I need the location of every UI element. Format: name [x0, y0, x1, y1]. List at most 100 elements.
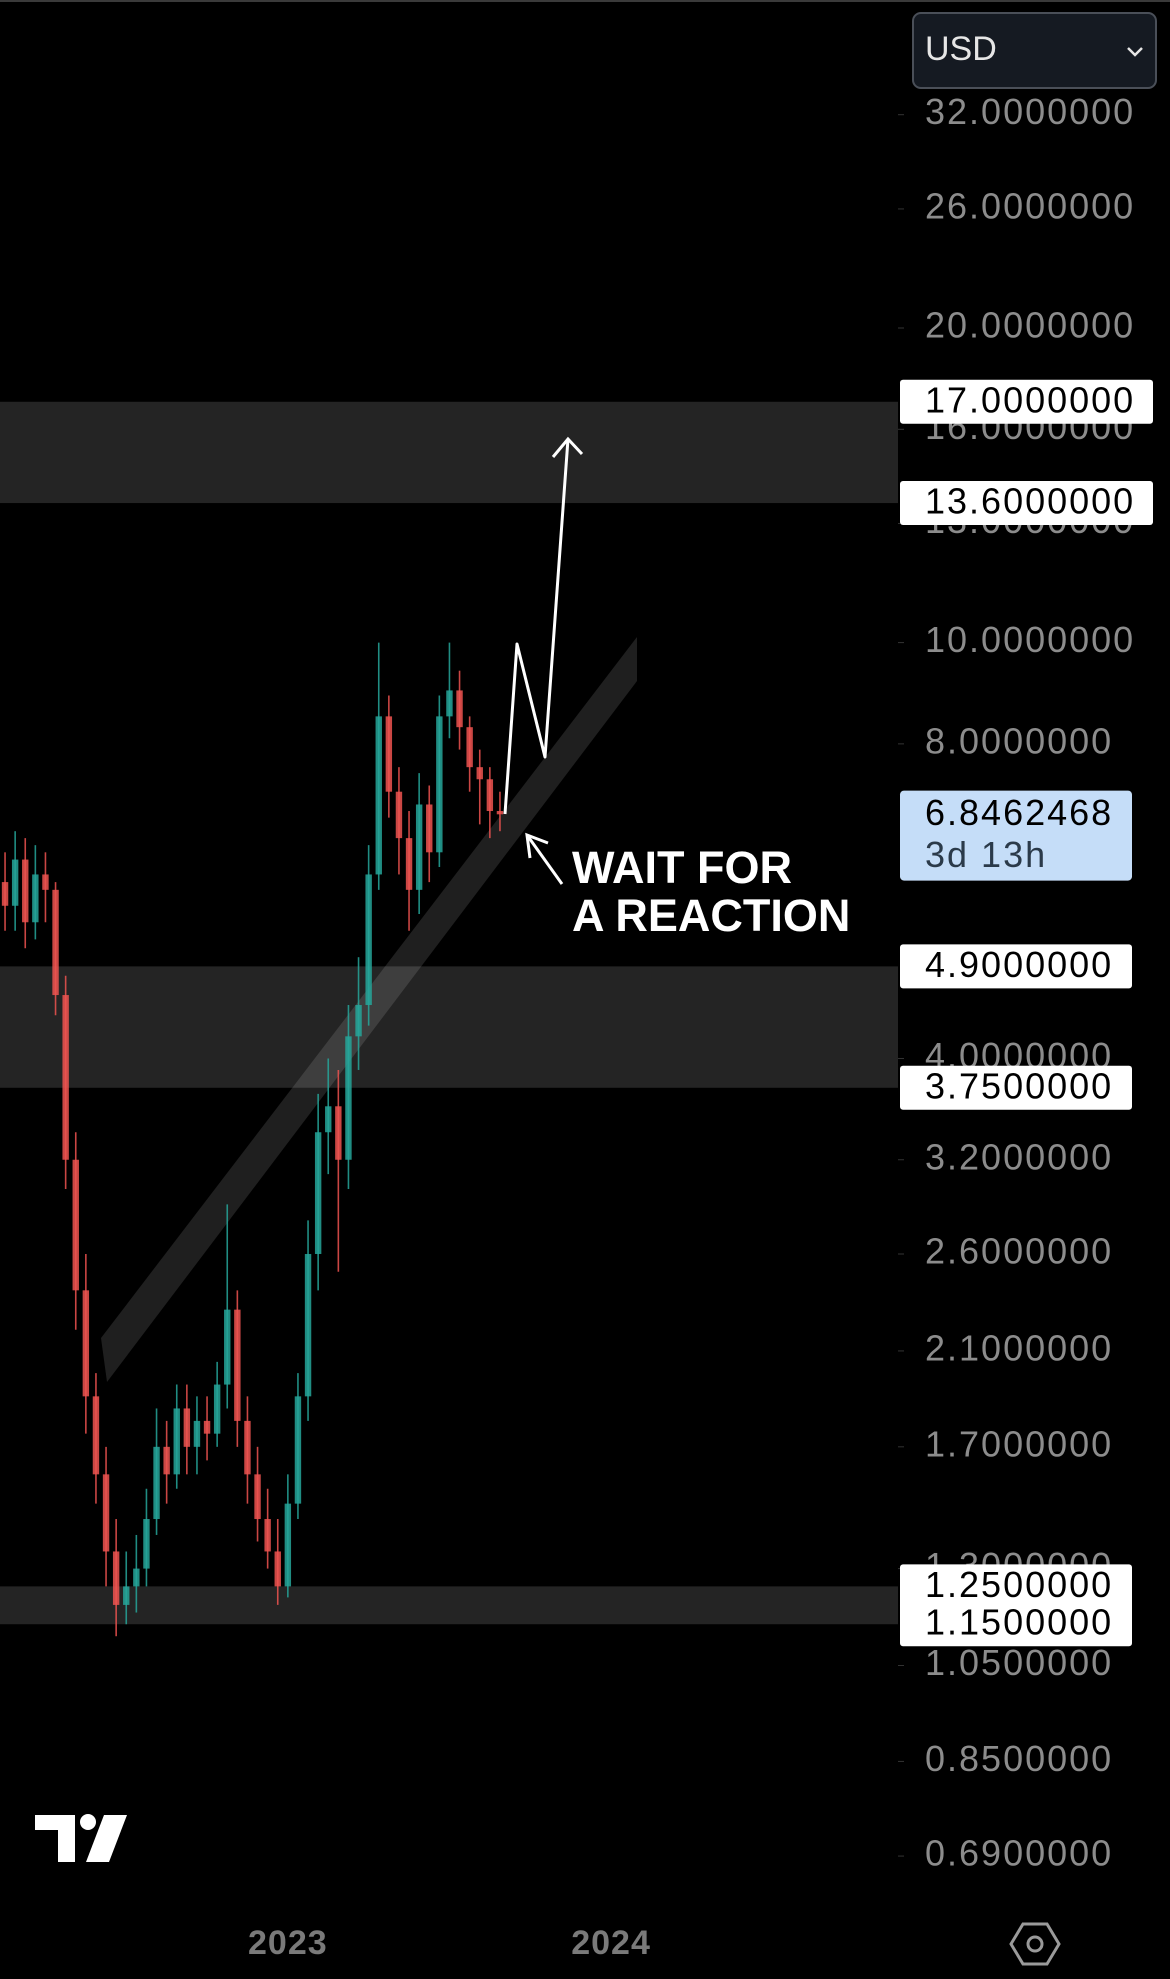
candle-body — [133, 1568, 140, 1587]
candle-body — [102, 1474, 110, 1552]
candle-body — [42, 874, 49, 890]
zones — [0, 401, 898, 1625]
candle-body — [476, 767, 483, 780]
y-tick-label: 8.0000000 — [925, 720, 1113, 761]
y-tick-label: 32.0000000 — [925, 91, 1135, 132]
candle-body — [314, 1132, 322, 1254]
zone-price-label: 4.9000000 — [925, 944, 1113, 985]
candle-body — [415, 804, 423, 890]
candle-body — [203, 1420, 211, 1434]
annotation: WAIT FOR — [572, 842, 792, 893]
candle-body — [173, 1408, 180, 1475]
x-tick-label: 2024 — [571, 1924, 651, 1962]
logo-part — [58, 1815, 75, 1862]
candle-body — [224, 1309, 231, 1385]
zone-price-box — [900, 1065, 1132, 1110]
zone-price-box — [900, 1564, 1132, 1609]
settings-icon[interactable] — [1026, 1935, 1044, 1953]
candle-body — [436, 716, 443, 853]
candle-body — [244, 1420, 251, 1475]
candle-body — [254, 1474, 261, 1520]
last-price-label: 6.8462468 — [925, 792, 1113, 833]
y-tick-label: 2.1000000 — [925, 1327, 1113, 1368]
candle-body — [11, 859, 19, 906]
zone-price-label: 3.7500000 — [925, 1065, 1113, 1106]
candle-body — [365, 874, 372, 1006]
candle-body — [143, 1519, 150, 1569]
settings-button[interactable] — [1009, 1922, 1061, 1966]
candle-body — [486, 779, 494, 812]
y-tick-label: 20.0000000 — [925, 305, 1135, 346]
y-tick-label: 2.6000000 — [925, 1231, 1113, 1272]
candle-body — [345, 1036, 352, 1160]
candle-body — [32, 874, 39, 923]
zone — [0, 1586, 898, 1625]
candle-body — [466, 727, 473, 768]
price-labels: 13.6000000 17.0000000 3.7500000 4.9000000 1.… — [900, 379, 1153, 1647]
zone-price-label: 17.0000000 — [925, 379, 1135, 420]
y-tick-label: 1.0500000 — [925, 1642, 1113, 1683]
candle-body — [385, 716, 393, 792]
zone-price-label: 1.1500000 — [925, 1602, 1113, 1643]
candle-body — [456, 690, 463, 728]
candle-body — [163, 1446, 170, 1475]
x-tick-label: 2023 — [248, 1924, 328, 1962]
candle-body — [375, 716, 382, 875]
candle-body — [274, 1551, 281, 1587]
candle-body — [183, 1408, 191, 1447]
candle-body — [446, 690, 453, 717]
y-tick-label: 26.0000000 — [925, 185, 1135, 226]
annotation: A REACTION — [572, 890, 850, 941]
candle-body — [123, 1586, 130, 1605]
currency-select[interactable]: USD — [912, 12, 1157, 89]
candle-body — [335, 1106, 342, 1160]
projection-arrow — [503, 438, 570, 815]
currency-label[interactable]: USD — [925, 30, 997, 68]
candles — [1, 642, 504, 1637]
zone-price-box — [900, 481, 1153, 526]
candle-body — [496, 811, 504, 815]
y-tick-label: 1.7000000 — [925, 1423, 1113, 1464]
logo-part — [80, 1814, 96, 1830]
zone-price-box — [900, 379, 1153, 424]
currency-box[interactable] — [912, 12, 1157, 89]
candle-body — [62, 995, 69, 1160]
zone-price-label: 1.2500000 — [925, 1564, 1113, 1605]
candle-body — [153, 1446, 160, 1520]
logo-part — [86, 1815, 127, 1862]
candle-body — [304, 1253, 312, 1397]
candle-body — [355, 1005, 362, 1037]
candle-body — [426, 804, 433, 853]
candle-body — [92, 1396, 100, 1475]
chevron[interactable] — [1127, 47, 1143, 57]
candle-body — [1, 882, 9, 906]
candle-body — [22, 859, 29, 923]
last-price-box — [900, 790, 1132, 881]
candle-body — [82, 1290, 90, 1397]
candle-body — [72, 1159, 79, 1291]
tradingview-logo — [35, 1814, 127, 1862]
candle-body — [234, 1309, 241, 1421]
zone — [0, 966, 898, 1088]
candle-body — [284, 1503, 292, 1587]
pointer-arrow-head — [525, 832, 549, 859]
candle-body — [405, 838, 413, 890]
y-tick-label: 0.6900000 — [925, 1833, 1113, 1874]
zone-price-box — [900, 944, 1132, 989]
candle-body — [325, 1106, 332, 1133]
zone — [0, 401, 898, 504]
candle-body — [112, 1551, 120, 1605]
candle-body — [294, 1396, 302, 1504]
y-tick-label: 10.0000000 — [925, 619, 1135, 660]
settings-icon[interactable] — [1009, 1922, 1061, 1966]
candle-body — [52, 889, 59, 996]
candle-body — [264, 1519, 271, 1552]
candle-body — [213, 1384, 221, 1434]
y-tick-label: 3.2000000 — [925, 1136, 1113, 1177]
candle-body — [395, 791, 403, 839]
zone-price-label: 13.6000000 — [925, 481, 1135, 522]
y-tick-label: 0.8500000 — [925, 1738, 1113, 1779]
zone-price-box — [900, 1602, 1132, 1647]
